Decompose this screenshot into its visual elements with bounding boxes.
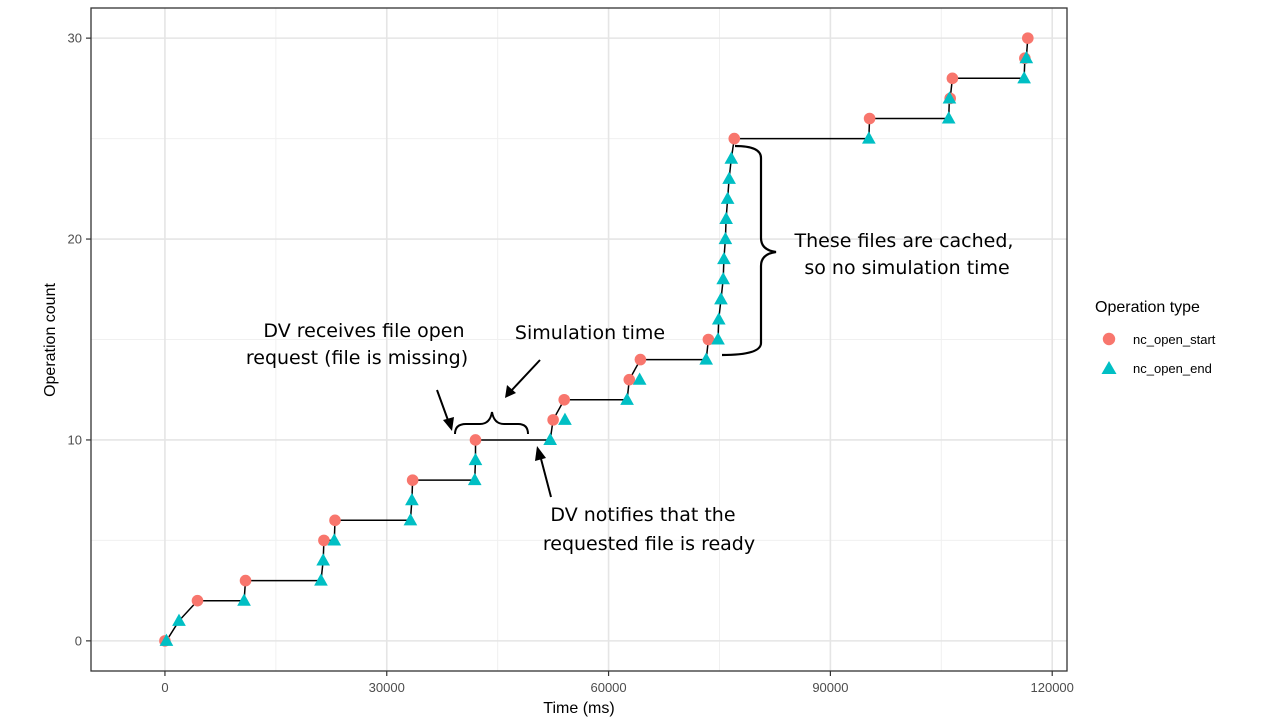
annotation-dv-receives-line-2: request (file is missing) [246,347,468,369]
legend-key-start [1102,332,1116,346]
arrowhead-simulation-time [505,385,516,398]
legend: Operation type nc_open_start nc_open_end [1095,299,1216,376]
point-nc-open-end [543,432,558,445]
annotation-dv-notifies-line-2: requested file is ready [543,533,755,555]
point-nc-open-end [467,472,482,486]
point-nc-open-end [720,191,735,204]
point-nc-open-end [172,613,186,626]
legend-title: Operation type [1095,299,1200,316]
point-nc-open-end [316,553,331,566]
point-nc-open-end [716,272,731,285]
point-nc-open-end [620,392,634,405]
point-nc-open-end [405,493,419,506]
arrow-dv-notifies [539,454,552,498]
brace-simulation-time [454,411,529,435]
point-nc-open-end [941,111,956,124]
legend-label-start: nc_open_start [1133,332,1216,347]
point-nc-open-end [237,593,251,606]
point-nc-open-end [1017,71,1031,84]
y-tick-label: 30 [68,31,82,46]
point-nc-open-start [728,132,741,145]
annotations: DV receives file open request (file is m… [246,144,1019,555]
annotation-dv-notifies: DV notifies that the requested file is r… [543,504,755,555]
x-tick-label: 120000 [1031,680,1074,695]
point-nc-open-start [623,373,636,386]
y-tick-label: 0 [75,633,82,648]
point-nc-open-end [719,211,733,224]
arrow-dv-receives [436,389,450,424]
y-tick-label: 10 [68,432,82,447]
panel-border [90,7,1068,672]
point-nc-open-start [863,112,876,125]
annotation-simulation-time-line-1: Simulation time [515,322,665,344]
point-nc-open-start [318,534,330,547]
annotation-dv-receives: DV receives file open request (file is m… [246,320,471,369]
arrow-simulation-time [510,359,541,392]
x-tick-label: 60000 [590,680,626,695]
point-nc-open-start [547,414,559,426]
y-tick-label: 20 [68,232,82,247]
point-nc-open-end [862,131,876,144]
point-nc-open-start [558,393,571,406]
annotation-dv-receives-line-1: DV receives file open [263,320,464,342]
annotation-cached-line-2: so no simulation time [804,257,1009,279]
point-nc-open-end [314,573,328,586]
x-tick-label: 30000 [369,680,405,695]
point-nc-open-end [159,633,174,646]
arrowhead-dv-receives [443,417,454,431]
annotation-cached: These files are cached, so no simulation… [793,230,1019,279]
point-nc-open-end [718,231,733,245]
point-nc-open-start [191,594,204,607]
y-axis-title: Operation count [42,283,59,397]
point-nc-open-end [403,513,418,526]
axis-ticks: 0 30000 60000 90000 120000 0 10 20 30 [68,31,1074,695]
grid [91,8,1067,671]
point-nc-open-start [946,72,959,85]
brace-cached [721,144,777,357]
point-nc-open-start [1022,32,1034,44]
annotation-cached-line-1: These files are cached, [793,230,1013,252]
point-nc-open-end [1019,51,1034,64]
x-axis-title: Time (ms) [543,700,614,717]
point-nc-open-end [942,91,957,104]
arrowhead-dv-notifies [535,446,546,461]
x-tick-label: 0 [161,680,168,695]
step-line [164,38,1029,642]
point-nc-open-start [406,474,419,486]
point-nc-open-start [634,353,647,366]
point-nc-open-end [632,372,647,385]
point-nc-open-end [717,251,731,265]
point-nc-open-end [327,533,342,546]
legend-label-end: nc_open_end [1133,361,1212,376]
point-nc-open-start [469,434,482,446]
annotation-dv-notifies-line-1: DV notifies that the [550,504,735,526]
point-nc-open-end [699,352,714,365]
point-nc-open-start [702,333,715,346]
step-line-layer [164,38,1029,642]
point-nc-open-start [239,574,252,587]
point-nc-open-end [722,171,736,184]
point-nc-open-end [558,412,572,425]
point-nc-open-start [329,514,341,527]
point-nc-open-end [724,151,739,164]
point-nc-open-end [468,452,483,466]
points-layer [159,32,1034,647]
point-nc-open-end [714,292,728,305]
point-nc-open-end [711,332,725,345]
annotation-simulation-time: Simulation time [515,322,665,344]
legend-key-end [1101,361,1117,374]
x-tick-label: 90000 [812,680,848,695]
point-nc-open-end [711,312,726,325]
